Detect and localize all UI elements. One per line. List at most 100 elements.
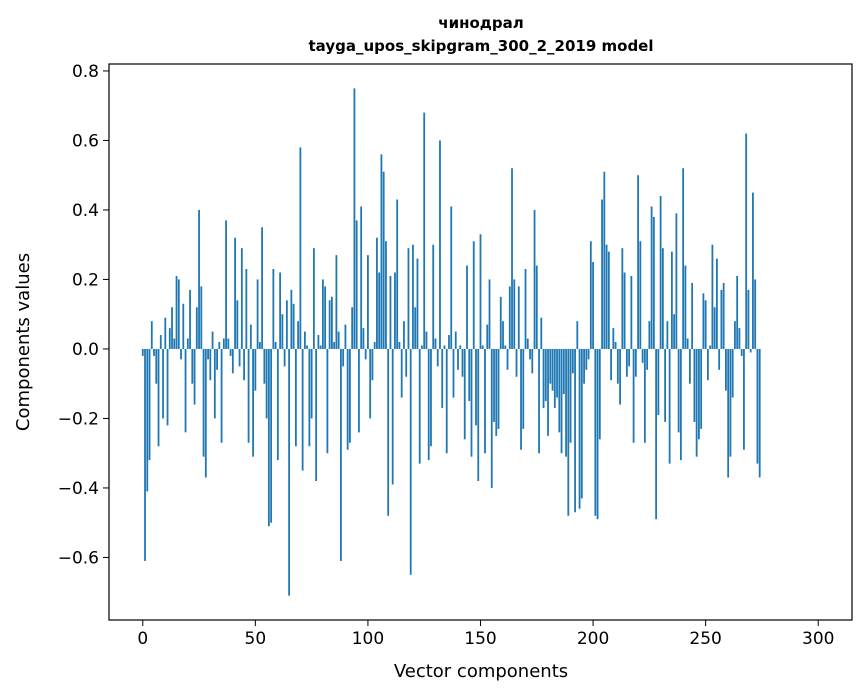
bar	[603, 171, 606, 349]
bar	[479, 234, 482, 349]
bar	[394, 272, 396, 349]
bar	[351, 307, 354, 349]
bar	[430, 348, 432, 447]
bar	[666, 321, 669, 349]
bar	[193, 348, 196, 405]
bar	[612, 328, 615, 349]
bar	[387, 348, 390, 516]
bar	[670, 251, 673, 349]
bar	[565, 348, 567, 457]
bar	[400, 348, 403, 398]
bar	[598, 348, 601, 440]
bar	[385, 241, 387, 349]
bar	[540, 317, 543, 349]
bar	[743, 348, 745, 450]
bar	[213, 348, 216, 419]
bar	[258, 342, 261, 349]
bar	[321, 279, 324, 349]
bar	[594, 348, 597, 516]
bar	[463, 348, 466, 440]
bar	[657, 348, 660, 415]
bar	[583, 348, 585, 384]
bar	[688, 348, 691, 384]
bar	[747, 289, 750, 349]
bar	[443, 345, 446, 349]
bar	[166, 348, 169, 426]
bar	[331, 296, 333, 349]
bar	[427, 348, 430, 461]
x-tick-label: 0	[137, 629, 148, 649]
y-tick-label: −0.4	[58, 479, 99, 499]
bar	[634, 348, 637, 377]
bar	[585, 348, 588, 370]
bar	[643, 348, 646, 443]
bar	[596, 348, 599, 520]
bar	[173, 338, 176, 349]
bar	[655, 348, 658, 520]
bar	[157, 348, 160, 447]
bar	[364, 348, 367, 360]
bar	[162, 348, 164, 419]
bar	[502, 321, 504, 349]
bar	[382, 171, 385, 349]
bar	[499, 296, 502, 349]
bar	[756, 348, 759, 464]
bar	[412, 244, 414, 349]
bar	[283, 348, 286, 367]
y-tick-label: 0.4	[72, 201, 99, 221]
bar	[281, 314, 284, 349]
bar	[349, 348, 351, 443]
bar-series	[141, 88, 761, 596]
bar	[220, 348, 223, 443]
bar	[569, 348, 572, 443]
bar	[407, 248, 410, 349]
bar	[727, 348, 730, 478]
bar	[403, 321, 405, 349]
bar	[601, 199, 603, 349]
bar	[315, 348, 318, 481]
bar	[553, 348, 556, 409]
bar	[567, 348, 570, 516]
bar	[542, 348, 545, 409]
bar	[695, 348, 698, 457]
bar	[247, 348, 250, 443]
bar	[279, 272, 282, 349]
bar	[731, 348, 734, 398]
bar	[252, 348, 254, 457]
bar	[571, 348, 574, 374]
bar	[141, 348, 144, 356]
y-axis-label: Components values	[13, 253, 34, 431]
bar	[218, 342, 221, 349]
bar	[405, 348, 408, 377]
bar	[679, 348, 682, 461]
x-axis-ticks: 0 50 100 150 200 250 300	[137, 620, 834, 649]
bar	[472, 241, 475, 349]
bar	[182, 303, 185, 349]
bar	[558, 348, 561, 433]
bar	[317, 335, 320, 349]
x-tick-label: 100	[352, 629, 384, 649]
bar	[211, 331, 214, 349]
bar	[522, 348, 525, 429]
bar	[380, 154, 383, 349]
bar	[265, 348, 268, 419]
bar	[376, 237, 378, 349]
bar	[202, 348, 205, 457]
bar	[605, 244, 608, 349]
bar	[459, 345, 462, 349]
bar	[418, 348, 421, 464]
bar	[495, 348, 498, 436]
bar	[702, 293, 705, 349]
bar	[225, 220, 227, 349]
bar	[238, 348, 241, 367]
bar	[587, 348, 590, 360]
bar	[263, 348, 266, 384]
bar	[691, 282, 694, 349]
bar	[700, 348, 703, 429]
bar	[216, 348, 218, 370]
bar	[344, 324, 347, 349]
bar	[716, 258, 718, 349]
bar	[355, 220, 358, 349]
bar	[303, 331, 306, 349]
y-tick-label: 0.6	[72, 131, 99, 151]
